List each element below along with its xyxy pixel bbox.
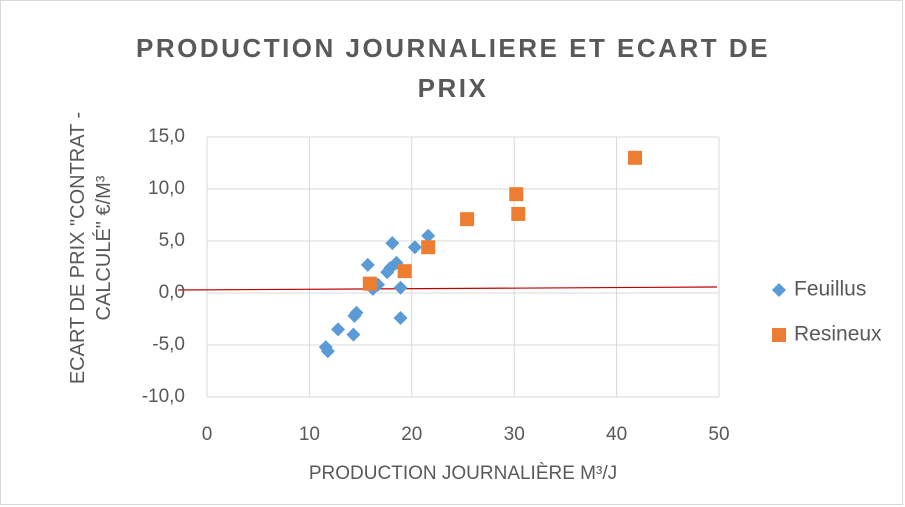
point (360, 257, 375, 272)
y-tick-label: 10,0 (148, 178, 185, 199)
point (331, 322, 346, 337)
x-tick-label: 20 (401, 424, 422, 445)
x-tick-label: 10 (299, 424, 320, 445)
point (362, 276, 377, 291)
point (421, 240, 436, 255)
legend-label: Resineux (794, 323, 882, 346)
legend-marker (772, 328, 786, 342)
point (421, 228, 436, 243)
y-axis-label: ECART DE PRIX "CONTRAT - CALCULÉ" €/M³ (67, 111, 115, 385)
y-tick-label: -10,0 (142, 386, 185, 407)
x-tick-label: 50 (708, 424, 729, 445)
x-axis-label: PRODUCTION JOURNALIÈRE M³/J (309, 463, 617, 484)
reference-line (177, 286, 718, 291)
point (385, 236, 400, 251)
point (511, 206, 526, 221)
x-tick-label: 40 (606, 424, 627, 445)
y-tick-label: 5,0 (159, 230, 185, 251)
point (407, 240, 422, 255)
y-tick-label: 15,0 (148, 126, 185, 147)
y-tick-label: 0,0 (159, 282, 185, 303)
y-tick-label: -5,0 (152, 334, 185, 355)
x-tick-label: 30 (504, 424, 525, 445)
point (320, 344, 335, 359)
chart-title: PRODUCTION JOURNALIERE ET ECART DE PRIX (136, 33, 770, 103)
x-tick-label: 0 (202, 424, 213, 445)
point (628, 150, 643, 165)
point (346, 327, 361, 342)
point (460, 212, 475, 227)
point (349, 305, 364, 320)
point (397, 264, 412, 279)
point (393, 310, 408, 325)
point (393, 280, 408, 295)
legend-marker (772, 283, 786, 297)
point (509, 187, 524, 202)
legend-label: Feuillus (794, 278, 866, 301)
